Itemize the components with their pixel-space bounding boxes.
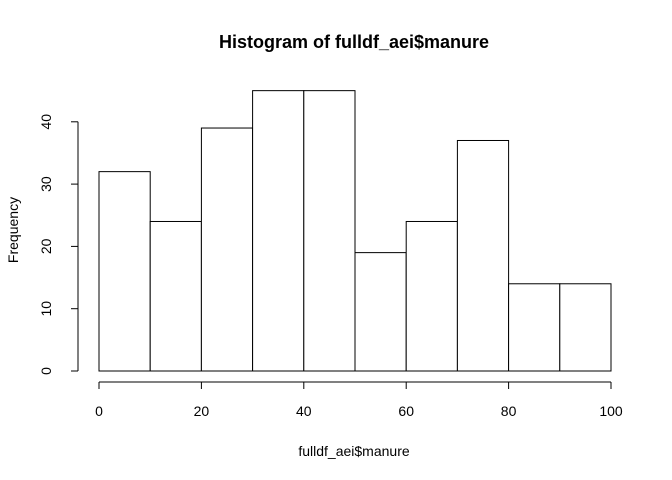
x-tick-label: 100: [599, 403, 623, 419]
x-axis: 0 20 40 60 80 100: [95, 381, 623, 419]
x-tick-label: 0: [95, 403, 103, 419]
histogram-bar-6: [354, 252, 407, 372]
histogram-bar-7: [405, 220, 458, 372]
histogram-bar-1: [98, 171, 151, 372]
y-tick-label: 40: [38, 114, 54, 130]
bars-group: [98, 90, 612, 372]
x-tick-label: 80: [501, 403, 517, 419]
y-axis: 0 10 20 30 40: [38, 114, 79, 375]
histogram-bar-8: [456, 139, 510, 372]
histogram-bar-9: [508, 283, 561, 372]
y-tick-label: 30: [38, 176, 54, 192]
y-tick-label: 0: [38, 367, 54, 375]
y-tick-label: 20: [38, 238, 54, 254]
chart-title: Histogram of fulldf_aei$manure: [219, 32, 489, 52]
histogram-bar-10: [559, 283, 612, 372]
histogram-bar-3: [200, 127, 254, 372]
x-tick-label: 20: [194, 403, 210, 419]
x-axis-label: fulldf_aei$manure: [298, 443, 410, 459]
x-tick-label: 60: [398, 403, 414, 419]
y-tick-label: 10: [38, 301, 54, 317]
histogram-bar-2: [149, 220, 202, 372]
y-axis-label: Frequency: [5, 197, 21, 263]
x-tick-label: 40: [296, 403, 312, 419]
histogram-bar-5: [303, 90, 356, 372]
histogram-bar-4: [252, 90, 305, 372]
